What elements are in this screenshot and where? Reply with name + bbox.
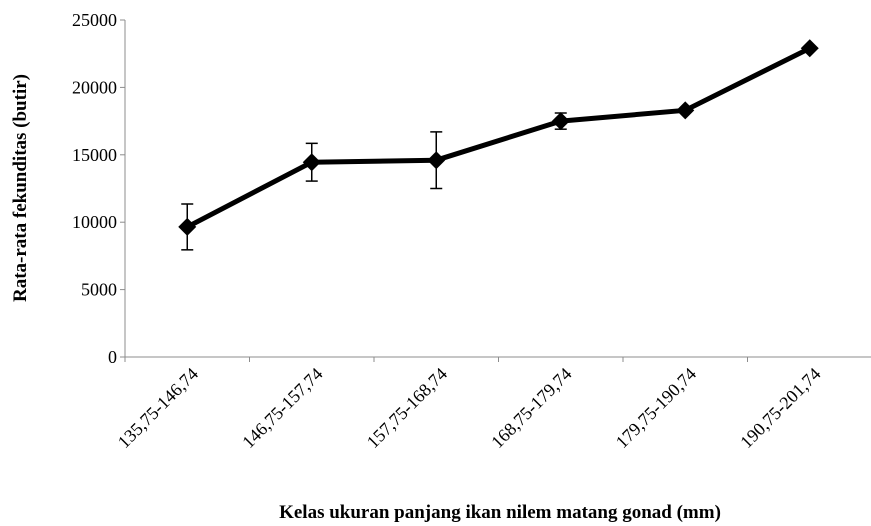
y-axis-title: Rata-rata fekunditas (butir)	[10, 74, 31, 302]
data-point-diamond	[800, 39, 819, 58]
x-axis-ticks: 135,75-146,74 146,75-157,74 157,75-168,74 1…	[114, 357, 825, 452]
y-tick-label: 20000	[72, 77, 117, 97]
data-point-diamond	[676, 101, 695, 120]
x-tick-label: 146,75-157,74	[238, 364, 326, 452]
series-line	[186, 46, 811, 230]
x-axis-title: Kelas ukuran panjang ikan nilem matang g…	[279, 502, 721, 523]
error-bars	[181, 112, 567, 251]
y-tick-label: 15000	[72, 145, 117, 165]
y-tick-label: 5000	[81, 280, 117, 300]
y-tick-label: 10000	[72, 212, 117, 232]
x-tick-label: 168,75-179,74	[487, 364, 575, 452]
y-tick-label: 0	[108, 347, 117, 367]
axes	[124, 20, 871, 358]
series-polyline	[186, 46, 811, 230]
data-point-diamond	[551, 112, 570, 131]
data-point-diamond	[302, 153, 321, 172]
x-tick-label: 135,75-146,74	[114, 364, 202, 452]
x-tick-label: 157,75-168,74	[363, 364, 451, 452]
data-points	[178, 39, 819, 236]
x-tick-label: 190,75-201,74	[736, 364, 824, 452]
data-point-diamond	[178, 217, 197, 236]
y-tick-label: 25000	[72, 10, 117, 30]
data-point-diamond	[427, 151, 446, 170]
x-tick-label: 179,75-190,74	[612, 364, 700, 452]
y-axis-ticks: 0 5000 10000 15000 20000 25000	[72, 10, 125, 367]
